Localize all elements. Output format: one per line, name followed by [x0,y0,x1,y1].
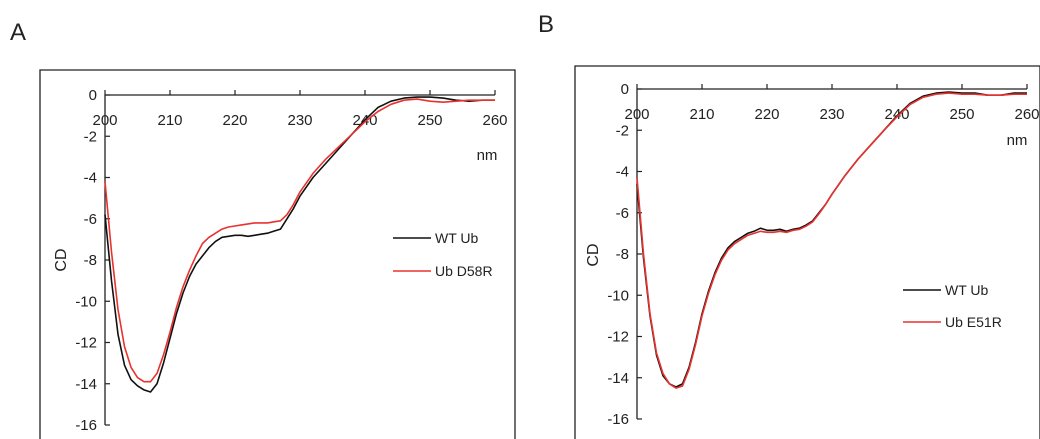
y-tick-label: -2 [84,128,97,145]
chart-frame [39,69,516,439]
x-axis-label: nm [477,147,498,164]
x-axis-label: nm [1007,132,1028,149]
x-tick-label: 260 [1014,106,1039,123]
y-tick-label: 0 [89,87,97,104]
y-tick-label: -10 [607,287,629,304]
chart-frame [574,65,1040,439]
y-tick-label: -2 [616,122,629,139]
y-tick-label: -8 [616,246,629,263]
y-tick-label: -8 [84,252,97,269]
y-tick-label: -4 [84,170,97,187]
y-tick-label: -12 [75,335,97,352]
y-axis-label: CD [53,248,70,271]
series-line-2 [636,92,1027,389]
x-tick-label: 230 [819,106,844,123]
x-tick-label: 200 [92,112,117,129]
y-tick-label: -14 [75,376,97,393]
x-tick-label: 200 [624,106,649,123]
legend-label: WT Ub [945,282,989,298]
panel-letter: B [538,11,554,38]
y-tick-label: 0 [621,81,629,98]
series-line-2 [104,98,495,383]
y-tick-label: -12 [607,329,629,346]
x-tick-label: 210 [689,106,714,123]
series-line-1 [104,96,495,393]
x-tick-label: 220 [754,106,779,123]
x-tick-label: 220 [222,112,247,129]
y-axis-label: CD [585,243,602,266]
panel-letter: A [10,19,26,46]
y-tick-label: -16 [607,411,629,428]
x-tick-label: 210 [157,112,182,129]
x-tick-label: 250 [417,112,442,129]
y-tick-label: -6 [84,211,97,228]
legend-label: Ub D58R [435,263,493,279]
x-tick-label: 260 [482,112,507,129]
y-tick-label: -16 [75,417,97,434]
y-tick-label: -10 [75,293,97,310]
x-tick-label: 250 [949,106,974,123]
legend-label: WT Ub [435,230,479,246]
y-tick-label: -14 [607,370,629,387]
y-tick-label: -4 [616,164,629,181]
x-tick-label: 230 [287,112,312,129]
y-tick-label: -6 [616,205,629,222]
legend-label: Ub E51R [945,314,1002,330]
